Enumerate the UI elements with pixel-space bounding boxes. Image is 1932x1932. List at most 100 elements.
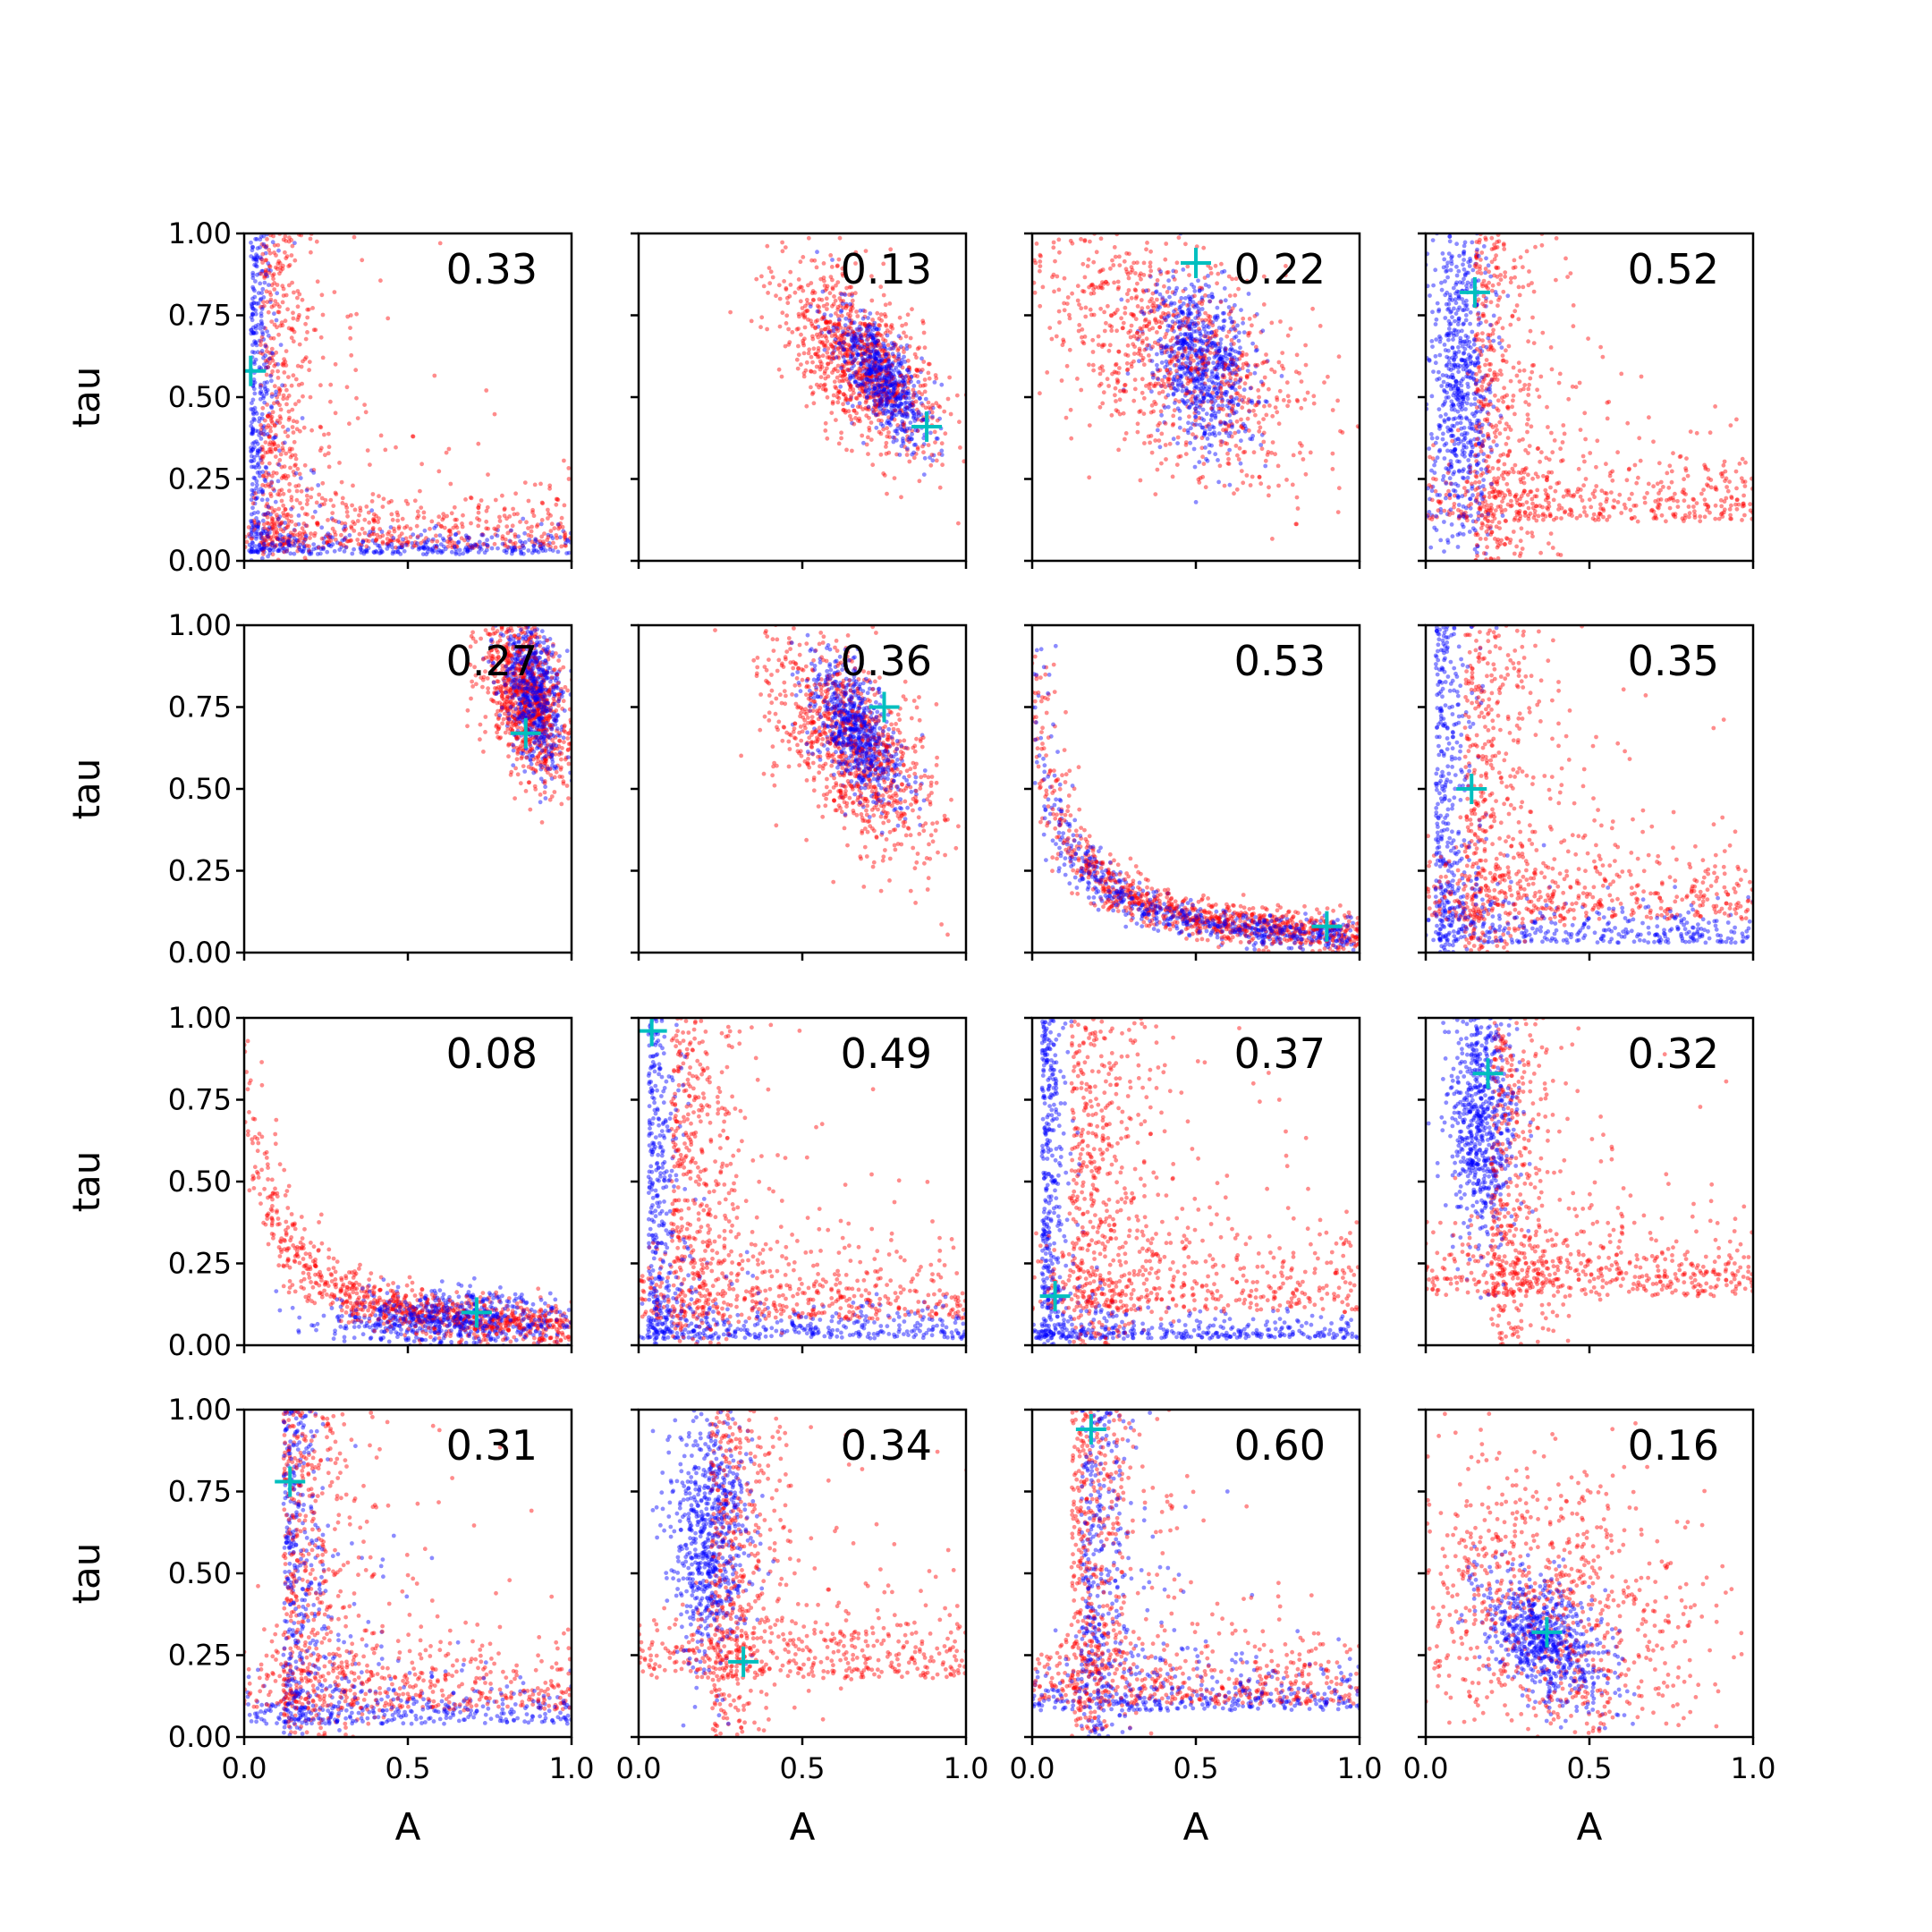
prior-series-point bbox=[1160, 297, 1165, 302]
subplot-4: 0.52 bbox=[1418, 232, 1755, 569]
prior-series-point bbox=[821, 315, 826, 319]
prior-series-point bbox=[847, 292, 852, 297]
posterior-series-point bbox=[266, 471, 271, 476]
prior-series-point bbox=[1123, 383, 1127, 388]
prior-series-point bbox=[1257, 475, 1262, 479]
prior-series-point bbox=[1160, 377, 1165, 383]
posterior-series-point bbox=[865, 349, 870, 354]
prior-series-point bbox=[428, 526, 432, 531]
prior-series-point bbox=[821, 261, 826, 266]
prior-series-point bbox=[276, 392, 282, 396]
prior-series-point bbox=[436, 514, 442, 520]
posterior-series-point bbox=[1185, 353, 1191, 358]
posterior-series-point bbox=[1173, 386, 1177, 391]
prior-series-point bbox=[429, 519, 435, 524]
posterior-series-point bbox=[865, 356, 870, 361]
posterior-series-point bbox=[1236, 338, 1241, 343]
posterior-series-point bbox=[385, 542, 389, 547]
prior-series-point bbox=[264, 258, 269, 263]
posterior-series-point bbox=[889, 376, 894, 381]
prior-series-point bbox=[1241, 450, 1246, 455]
prior-series-point bbox=[802, 315, 807, 320]
posterior-series-point bbox=[1203, 384, 1208, 389]
prior-series-point bbox=[845, 329, 850, 335]
posterior-series-point bbox=[253, 530, 258, 534]
prior-series-point bbox=[1152, 309, 1157, 314]
prior-series-point bbox=[513, 545, 518, 550]
posterior-series-point bbox=[301, 539, 307, 545]
posterior-series-point bbox=[1461, 524, 1466, 530]
posterior-series-point bbox=[1233, 361, 1238, 366]
posterior-series-point bbox=[1171, 391, 1176, 396]
posterior-series-point bbox=[1224, 379, 1229, 385]
posterior-series-point bbox=[885, 381, 889, 386]
posterior-series-point bbox=[261, 541, 267, 547]
prior-series-point bbox=[263, 359, 268, 363]
posterior-series-point bbox=[859, 335, 864, 341]
posterior-series-point bbox=[250, 519, 255, 524]
prior-series-point bbox=[806, 283, 810, 288]
prior-series-point bbox=[868, 373, 873, 378]
prior-series-point bbox=[266, 482, 271, 487]
prior-series-point bbox=[805, 309, 810, 313]
posterior-series-point bbox=[1189, 332, 1194, 337]
posterior-series-point bbox=[1200, 320, 1206, 325]
posterior-series-point bbox=[263, 529, 268, 534]
posterior-series-point bbox=[1191, 300, 1196, 305]
prior-series-point bbox=[1135, 281, 1140, 286]
prior-series-point bbox=[289, 327, 294, 332]
posterior-series-point bbox=[1197, 398, 1202, 402]
prior-series-point bbox=[1195, 367, 1200, 372]
posterior-series-point bbox=[509, 546, 514, 550]
prior-series-point bbox=[1133, 288, 1139, 293]
prior-series-point bbox=[325, 540, 329, 546]
prior-series-point bbox=[1233, 372, 1238, 377]
prior-series-point bbox=[1155, 330, 1159, 335]
prior-series-point bbox=[928, 462, 934, 468]
prior-series-point bbox=[421, 510, 427, 515]
posterior-series-point bbox=[321, 540, 326, 546]
posterior-series-point bbox=[261, 337, 267, 342]
prior-series-point bbox=[270, 538, 275, 543]
prior-series-point bbox=[300, 297, 305, 302]
prior-series-point bbox=[1061, 337, 1066, 343]
prior-series-point bbox=[274, 253, 278, 258]
prior-series-point bbox=[915, 417, 920, 422]
prior-series-point bbox=[280, 537, 284, 541]
posterior-series-point bbox=[891, 343, 896, 348]
prior-series-point bbox=[1121, 388, 1126, 394]
posterior-series-point bbox=[261, 355, 266, 360]
posterior-series-point bbox=[866, 331, 871, 336]
posterior-series-point bbox=[473, 543, 479, 548]
posterior-series-point bbox=[1205, 338, 1210, 343]
prior-series-point bbox=[1208, 335, 1212, 341]
prior-series-point bbox=[1207, 318, 1211, 322]
prior-series-point bbox=[865, 380, 870, 385]
prior-series-point bbox=[366, 538, 371, 544]
posterior-series-point bbox=[1434, 337, 1439, 342]
posterior-series-point bbox=[1181, 345, 1186, 351]
prior-series-point bbox=[474, 542, 479, 547]
posterior-series-point bbox=[1172, 329, 1176, 334]
prior-series-point bbox=[830, 277, 835, 283]
posterior-series-point bbox=[903, 374, 908, 379]
prior-series-point bbox=[261, 473, 267, 479]
panel-annotation: 0.33 bbox=[446, 245, 538, 293]
prior-series-point bbox=[386, 316, 391, 321]
posterior-series-point bbox=[894, 412, 899, 418]
prior-series-point bbox=[1184, 376, 1190, 381]
prior-series-point bbox=[512, 512, 517, 517]
prior-series-point bbox=[1252, 314, 1258, 318]
posterior-series-point bbox=[1219, 269, 1224, 275]
posterior-series-point bbox=[911, 411, 917, 416]
posterior-series-point bbox=[1179, 382, 1184, 387]
prior-series-point bbox=[261, 552, 266, 556]
prior-series-point bbox=[876, 338, 880, 343]
prior-series-point bbox=[1087, 475, 1092, 480]
prior-series-point bbox=[805, 301, 810, 306]
posterior-series-point bbox=[261, 424, 267, 428]
posterior-series-point bbox=[1213, 334, 1217, 339]
prior-series-point bbox=[770, 275, 775, 280]
prior-series-point bbox=[1169, 345, 1174, 351]
prior-series-point bbox=[857, 416, 861, 421]
